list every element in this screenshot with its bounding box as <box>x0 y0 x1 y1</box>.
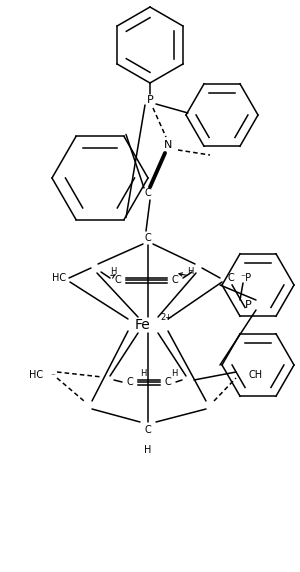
Text: H: H <box>140 370 146 379</box>
Text: N: N <box>164 140 172 150</box>
Text: ⁻: ⁻ <box>50 372 55 382</box>
Text: C: C <box>172 275 178 285</box>
Text: C: C <box>115 275 122 285</box>
Text: C: C <box>165 377 171 387</box>
Text: H: H <box>110 268 116 276</box>
Text: C: C <box>145 233 152 243</box>
Text: HC: HC <box>29 370 43 380</box>
Text: C: C <box>127 377 134 387</box>
Text: C: C <box>227 273 234 283</box>
Text: Fe: Fe <box>135 318 151 332</box>
Text: HC: HC <box>52 273 66 283</box>
Text: C: C <box>145 425 152 435</box>
Text: 2+: 2+ <box>160 312 172 321</box>
Text: H: H <box>171 370 177 379</box>
Text: H: H <box>144 445 152 455</box>
Text: C: C <box>145 188 152 198</box>
Text: P: P <box>147 95 153 105</box>
Text: ⁻P: ⁻P <box>240 273 251 283</box>
Text: H: H <box>187 268 193 276</box>
Text: P: P <box>244 300 251 310</box>
Text: CH: CH <box>249 370 263 380</box>
